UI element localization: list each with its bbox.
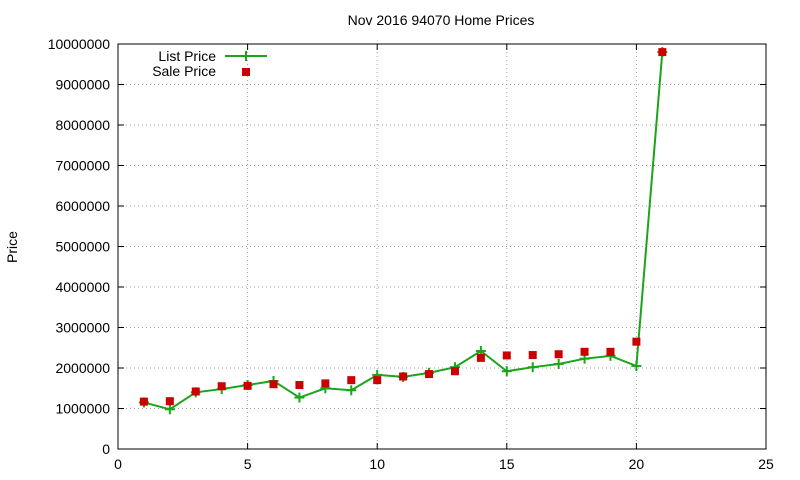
data-point-sale-price [139,397,148,406]
y-tick-label: 8000000 [55,117,110,133]
x-tick-label: 5 [244,456,252,472]
data-point-sale-price [217,382,226,391]
y-tick-label: 4000000 [55,279,110,295]
y-tick-label: 10000000 [48,36,111,52]
legend-label-sale-price: Sale Price [152,63,216,79]
data-point-list-price [631,360,642,371]
data-point-sale-price [658,48,667,57]
data-point-sale-price [191,387,200,396]
data-point-sale-price [373,376,382,385]
data-point-sale-price [528,351,537,360]
x-tick-label: 10 [369,456,385,472]
y-tick-label: 6000000 [55,198,110,214]
y-tick-label: 3000000 [55,320,110,336]
data-point-sale-price [450,367,459,376]
data-point-sale-price [425,370,434,379]
x-tick-label: 0 [114,456,122,472]
x-tick-label: 20 [629,456,645,472]
data-point-list-price [527,362,538,373]
data-point-sale-price [165,397,174,406]
y-tick-label: 9000000 [55,77,110,93]
y-tick-label: 7000000 [55,158,110,174]
data-point-list-price [294,392,305,403]
y-axis-label: Price [4,231,20,263]
data-point-sale-price [269,380,278,389]
legend-label-list-price: List Price [158,48,216,64]
data-point-sale-price [295,381,304,390]
data-point-sale-price [502,351,511,360]
data-point-sale-price [554,350,563,359]
data-point-list-price [164,404,175,415]
data-point-sale-price [243,381,252,390]
y-tick-label: 5000000 [55,239,110,255]
data-point-sale-price [347,376,356,385]
data-point-list-price [553,358,564,369]
plot-frame [117,43,767,450]
data-point-sale-price [632,337,641,346]
legend-swatch-sale-price [242,68,250,76]
y-tick-label: 0 [102,441,110,457]
data-point-list-price [346,385,357,396]
chart-title: Nov 2016 94070 Home Prices [348,12,535,28]
data-point-sale-price [321,379,330,388]
data-point-sale-price [606,347,615,356]
axis-ticks: 0 5 10 15 20 25 0 1000000 2000000 3000000 4000000 5… [48,36,774,472]
x-tick-label: 25 [758,456,774,472]
y-tick-label: 1000000 [55,401,110,417]
data-point-list-price [501,366,512,377]
x-tick-label: 15 [499,456,515,472]
plot-series [138,47,668,415]
grid [118,44,766,449]
data-point-sale-price [580,347,589,356]
data-point-sale-price [399,372,408,381]
y-tick-label: 2000000 [55,360,110,376]
data-point-sale-price [476,353,485,362]
